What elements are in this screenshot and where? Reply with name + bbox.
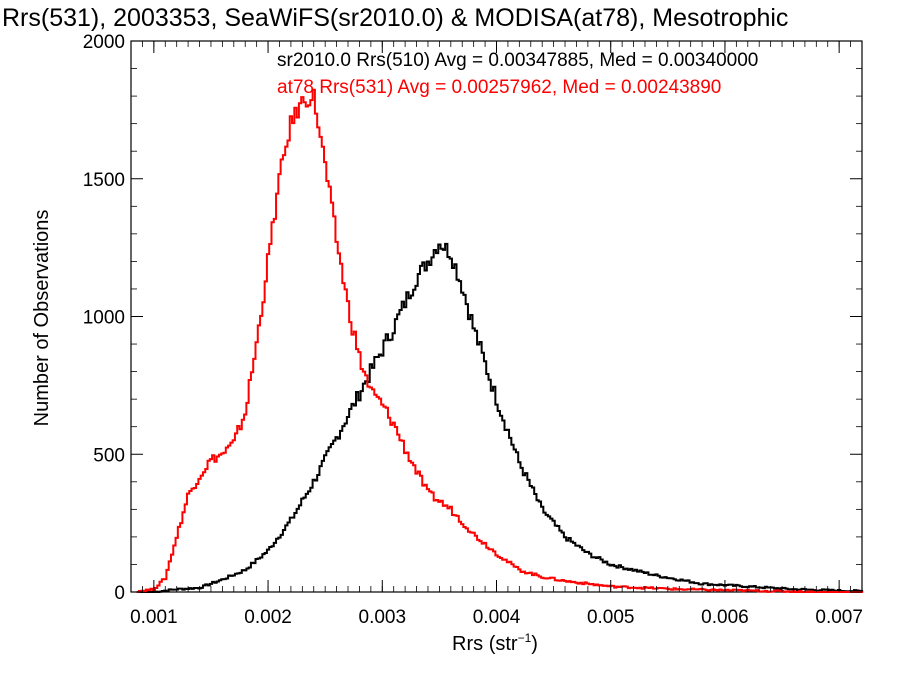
x-tick-label: 0.002 xyxy=(244,607,292,628)
y-axis: 0 500 1000 1500 2000 xyxy=(83,32,862,604)
x-tick-label: 0.001 xyxy=(130,607,178,628)
x-tick-label: 0.004 xyxy=(473,607,521,628)
legend-entry: at78 Rrs(531) Avg = 0.00257962, Med = 0.… xyxy=(277,77,721,98)
plot-frame xyxy=(130,40,863,593)
chart-title: Rrs(531), 2003353, SeaWiFS(sr2010.0) & M… xyxy=(2,4,788,32)
x-tick-label: 0.005 xyxy=(587,607,635,628)
x-axis-title: Rrs (str−1) xyxy=(452,631,538,655)
series-layer xyxy=(136,88,864,593)
y-tick-label: 2000 xyxy=(83,32,125,53)
y-tick-label: 1500 xyxy=(83,170,125,191)
legend: sr2010.0 Rrs(510) Avg = 0.00347885, Med … xyxy=(277,50,758,98)
y-tick-label: 1000 xyxy=(83,308,125,329)
x-tick-label: 0.007 xyxy=(815,607,863,628)
x-tick-label: 0.003 xyxy=(359,607,407,628)
x-tick-label: 0.006 xyxy=(701,607,749,628)
x-axis: 0.001 0.002 0.003 0.004 0.005 0.006 0.007 xyxy=(130,41,863,628)
series-line-at78 xyxy=(136,88,864,593)
plot-border xyxy=(130,40,863,593)
y-axis-title: Number of Observations xyxy=(31,210,53,427)
legend-entry: sr2010.0 Rrs(510) Avg = 0.00347885, Med … xyxy=(277,50,758,71)
y-tick-label: 500 xyxy=(93,445,125,466)
series-line-sr2010 xyxy=(136,242,864,593)
y-tick-label: 0 xyxy=(114,583,125,604)
